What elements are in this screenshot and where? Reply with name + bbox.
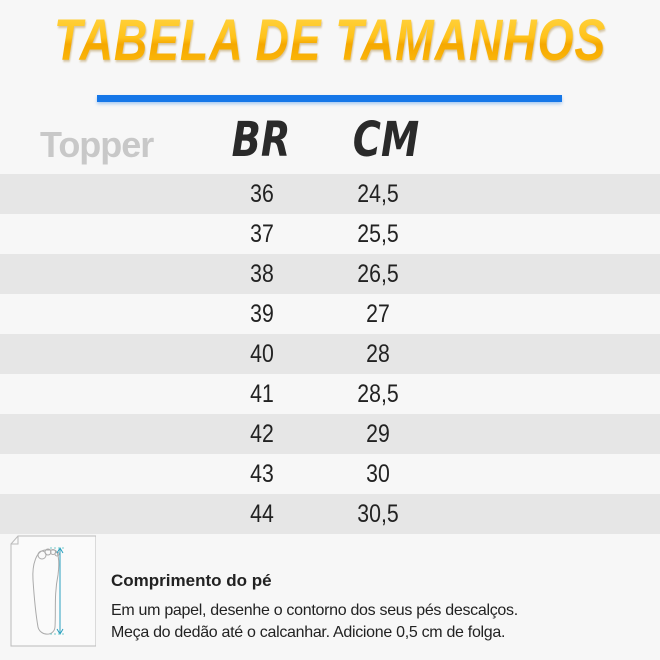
cell-br: 37: [250, 220, 274, 248]
table-row: 39 27: [0, 294, 660, 334]
cell-cm: 25,5: [357, 220, 399, 248]
table-row: 37 25,5: [0, 214, 660, 254]
cell-br: 40: [250, 340, 274, 368]
cell-cm: 30,5: [357, 500, 399, 528]
foot-measure-icon: [10, 535, 96, 647]
cell-cm: 26,5: [357, 260, 399, 288]
column-header-cm: CM: [352, 112, 420, 168]
brand-logo: Topper: [40, 124, 154, 165]
cell-br: 42: [250, 420, 274, 448]
table-row: 36 24,5: [0, 174, 660, 214]
column-header-br: BR: [231, 112, 291, 168]
instruction-line-2: Meça do dedão até o calcanhar. Adicione …: [111, 624, 506, 641]
table-row: 41 28,5: [0, 374, 660, 414]
cell-br: 39: [250, 300, 274, 328]
cell-cm: 27: [366, 300, 390, 328]
cell-br: 36: [250, 180, 274, 208]
table-row: 44 30,5: [0, 494, 660, 534]
instruction-line-1: Em um papel, desenhe o contorno dos seus…: [111, 602, 518, 619]
page-title: TABELA DE TAMANHOS: [53, 8, 607, 73]
footer-title: Comprimento do pé: [111, 571, 272, 590]
table-row: 40 28: [0, 334, 660, 374]
cell-cm: 28: [366, 340, 390, 368]
cell-cm: 29: [366, 420, 390, 448]
table-row: 38 26,5: [0, 254, 660, 294]
table-row: 42 29: [0, 414, 660, 454]
cell-cm: 28,5: [357, 380, 399, 408]
cell-br: 43: [250, 460, 274, 488]
cell-cm: 24,5: [357, 180, 399, 208]
table-row: 43 30: [0, 454, 660, 494]
footer-instructions: Em um papel, desenhe o contorno dos seus…: [111, 600, 518, 644]
cell-br: 38: [250, 260, 274, 288]
cell-br: 41: [250, 380, 274, 408]
title-underline: [97, 95, 562, 102]
size-table: 36 24,5 37 25,5 38 26,5 39 27 40 28 41 28,5 42 29 43 30…: [0, 174, 660, 534]
cell-cm: 30: [366, 460, 390, 488]
cell-br: 44: [250, 500, 274, 528]
